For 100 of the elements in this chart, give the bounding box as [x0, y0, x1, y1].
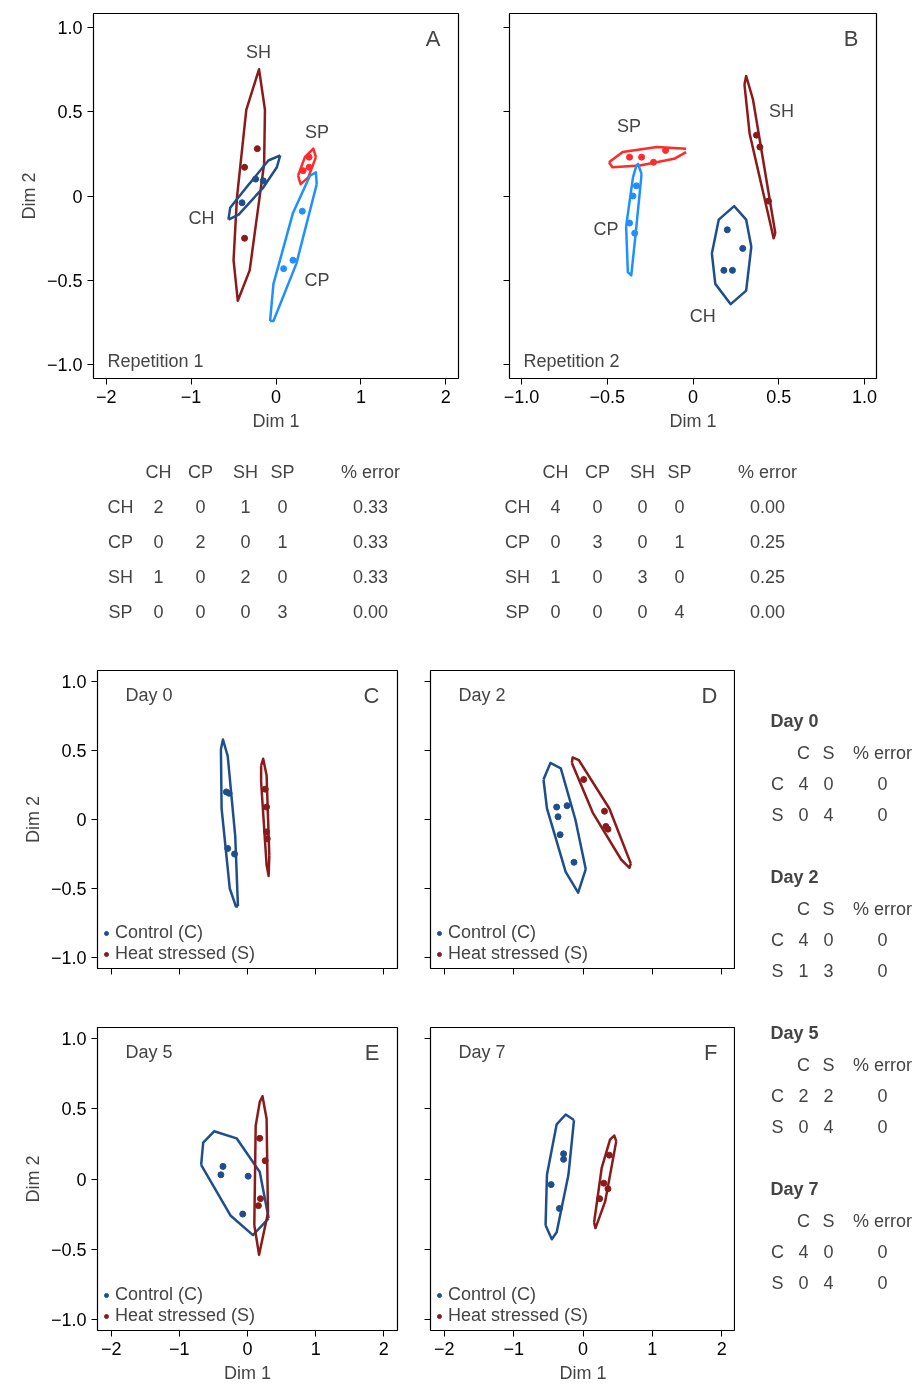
point	[600, 1179, 608, 1187]
annotation: E	[364, 1039, 380, 1065]
point	[554, 813, 562, 821]
text: CP 0 2 0 1 0.33	[108, 531, 389, 552]
point	[254, 1202, 262, 1210]
point	[560, 1155, 568, 1163]
point	[555, 1204, 563, 1212]
point	[756, 143, 764, 151]
x-tick-label: −2	[100, 1338, 122, 1359]
x-tick-label: 0.5	[766, 386, 792, 407]
legend-label: Control (C)	[448, 922, 537, 943]
y-tick-label: −0.5	[50, 1239, 87, 1260]
point	[547, 1181, 555, 1189]
point	[231, 850, 239, 858]
y-tick-label: 1.0	[61, 1029, 87, 1050]
x-axis-title: Dim 1	[252, 410, 300, 431]
text: C 4 0 0	[771, 1241, 888, 1262]
point	[631, 229, 639, 237]
x-tick-label: −0.5	[589, 386, 626, 407]
text: C 4 0 0	[771, 929, 888, 950]
x-tick-label: −2	[434, 1338, 455, 1359]
text: CP 0 3 0 1 0.25	[505, 531, 786, 552]
text: SP 0 0 0 3 0.00	[108, 601, 389, 622]
y-tick-label: 0.5	[61, 1099, 87, 1120]
annotation: Repetition 2	[523, 350, 620, 371]
text: C S % error	[797, 898, 913, 919]
text: S 0 4 0	[771, 804, 888, 825]
annotation: D	[701, 682, 718, 708]
x-tick-label: 2	[378, 1338, 389, 1359]
point	[563, 802, 571, 810]
text: Day 5	[770, 1022, 819, 1043]
x-tick-label: 1.0	[851, 386, 878, 407]
annotation: Day 2	[458, 684, 506, 705]
legend-label: Heat stressed (S)	[448, 1305, 589, 1326]
point	[553, 803, 561, 811]
annotation: Repetition 1	[107, 350, 204, 371]
point	[604, 1185, 612, 1193]
y-tick-label: −1.0	[46, 355, 83, 376]
x-tick-label: 1	[647, 1338, 658, 1359]
x-tick-label: −1.0	[503, 386, 540, 407]
point	[241, 234, 249, 242]
series-label: CH	[188, 207, 215, 228]
legend-label: Heat stressed (S)	[448, 943, 589, 964]
point	[256, 1195, 264, 1203]
point	[600, 807, 608, 815]
point	[244, 1172, 252, 1180]
point	[298, 207, 306, 215]
annotation: A	[425, 25, 441, 51]
series-label: SP	[616, 116, 641, 137]
y-tick-label: −0.5	[50, 878, 87, 899]
x-tick-label: −1	[180, 386, 202, 407]
y-tick-label: 1.0	[61, 672, 87, 693]
point	[263, 835, 271, 843]
point	[299, 167, 307, 175]
y-axis-title: Dim 2	[18, 172, 39, 220]
text: CH CP SH SP % error	[145, 461, 401, 482]
text: Day 0	[770, 710, 819, 731]
point	[289, 256, 297, 264]
x-tick-label: 1	[310, 1338, 321, 1359]
point	[263, 803, 271, 811]
annotation: Day 7	[458, 1041, 506, 1062]
x-tick-label: −1	[169, 1338, 190, 1359]
point	[632, 182, 640, 190]
point	[256, 1134, 264, 1142]
y-tick-label: 0	[72, 186, 83, 207]
point	[638, 153, 646, 161]
point	[239, 1210, 247, 1218]
legend-label: CP	[593, 219, 619, 240]
x-tick-label: 2	[716, 1338, 727, 1359]
point	[263, 828, 271, 836]
point	[261, 785, 269, 793]
series-label: SH	[246, 42, 272, 63]
text: C S % error	[797, 1054, 913, 1075]
series-label: SP	[305, 121, 330, 142]
legend-label: Control (C)	[448, 1284, 537, 1305]
text: SP 0 0 0 4 0.00	[505, 601, 786, 622]
annotation: F	[704, 1039, 718, 1065]
y-tick-label: 0.5	[61, 741, 87, 762]
text: C S % error	[797, 742, 913, 763]
point	[252, 175, 260, 183]
text: S 1 3 0	[771, 960, 888, 981]
point	[241, 163, 249, 171]
series-label: CH	[689, 306, 716, 327]
point	[219, 1162, 227, 1170]
text: Day 7	[770, 1178, 819, 1199]
y-axis-title: Dim 2	[22, 795, 43, 843]
point	[560, 1150, 568, 1158]
legend-label: Control (C)	[115, 922, 204, 943]
text: Day 2	[770, 866, 819, 887]
y-tick-label: 0	[76, 1169, 87, 1190]
legend-label: Control (C)	[115, 1284, 204, 1305]
point	[253, 145, 261, 153]
point	[305, 153, 313, 161]
point	[261, 1157, 269, 1165]
point	[626, 153, 634, 161]
point	[280, 265, 288, 273]
point	[217, 1171, 225, 1179]
y-tick-label: −0.5	[46, 270, 83, 291]
x-tick-label: −2	[95, 386, 117, 407]
x-axis-title: Dim 1	[224, 1362, 272, 1383]
